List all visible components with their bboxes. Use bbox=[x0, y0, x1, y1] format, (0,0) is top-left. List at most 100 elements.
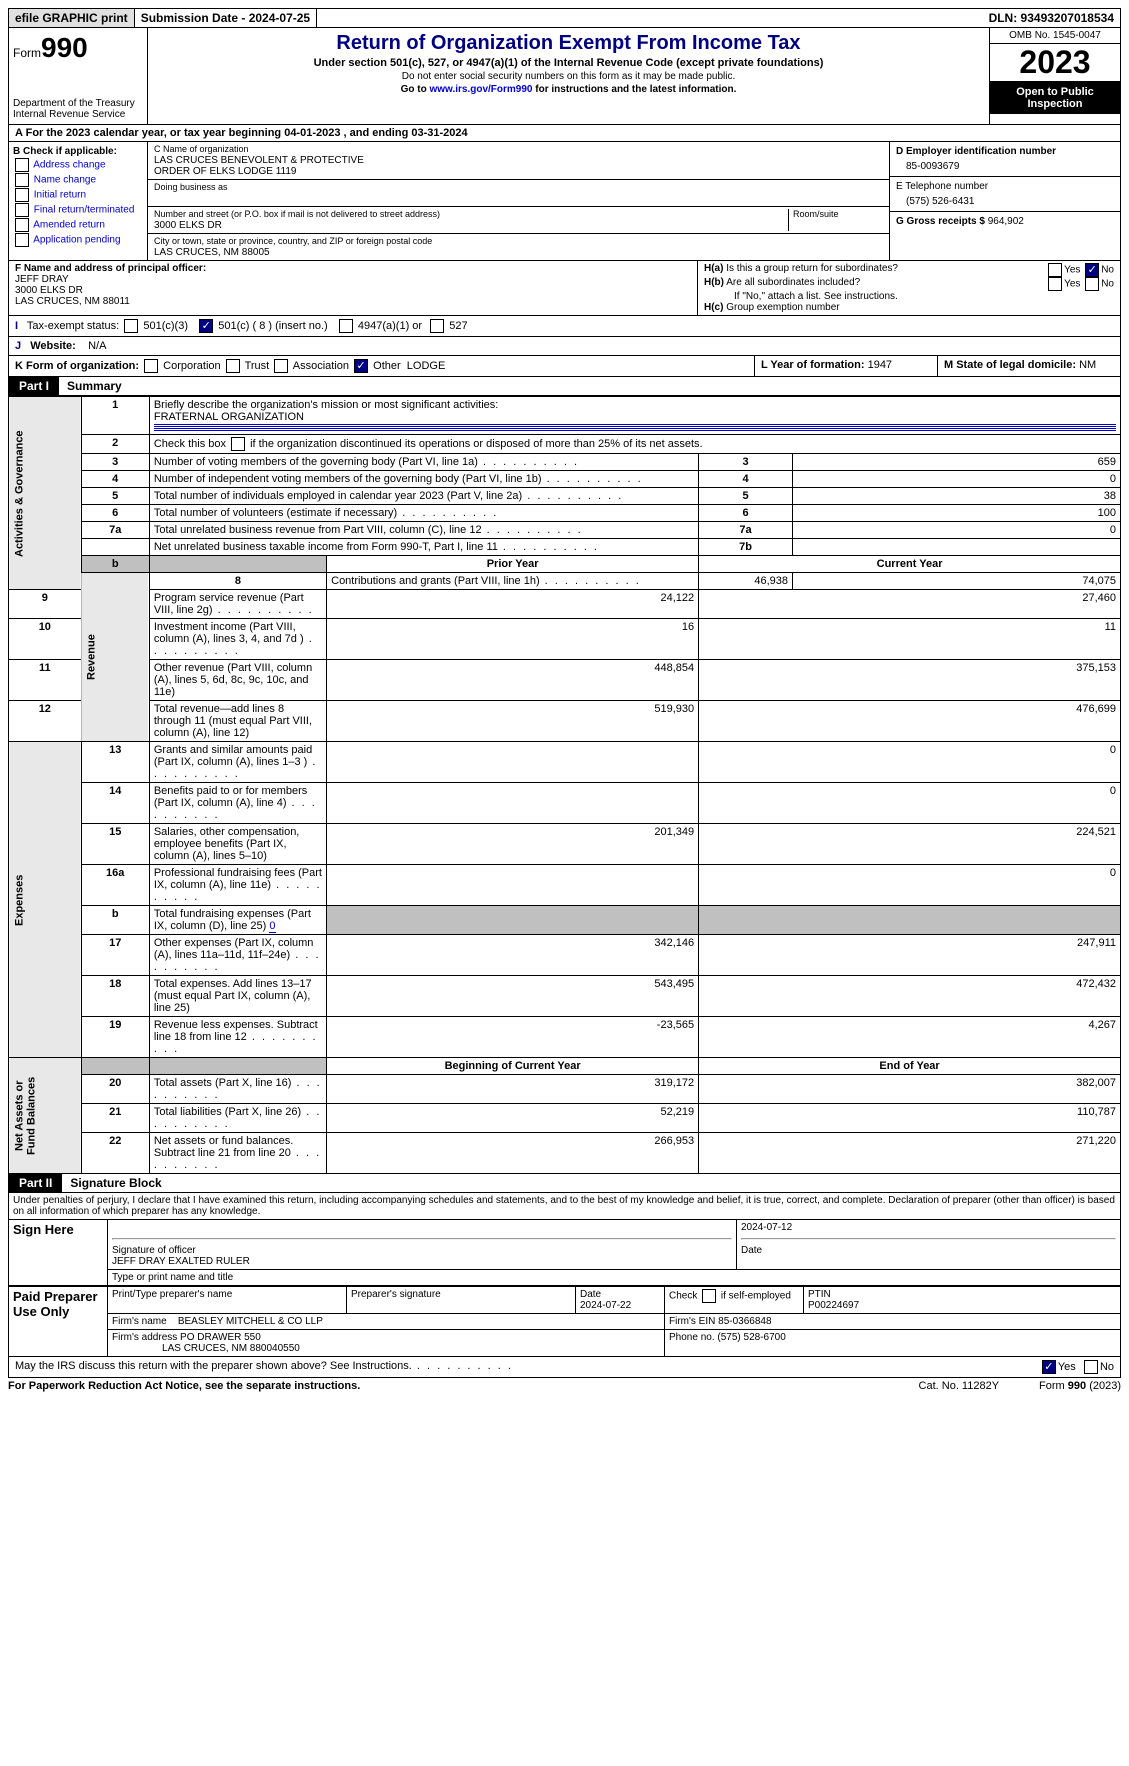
n20e: 382,007 bbox=[699, 1075, 1121, 1104]
col-current: Current Year bbox=[699, 556, 1121, 573]
chk-self-employed[interactable] bbox=[702, 1289, 716, 1303]
e15p: 201,349 bbox=[327, 824, 699, 865]
irs-link[interactable]: www.irs.gov/Form990 bbox=[429, 84, 532, 95]
part-i-header: Part I Summary bbox=[8, 377, 1121, 396]
form-number: Form990 bbox=[13, 32, 143, 64]
submission-date: Submission Date - 2024-07-25 bbox=[135, 9, 317, 27]
r10p: 16 bbox=[327, 619, 699, 660]
box-c: C Name of organizationLAS CRUCES BENEVOL… bbox=[148, 142, 889, 260]
phone: (575) 526-6431 bbox=[896, 192, 1114, 207]
chk-trust[interactable] bbox=[226, 359, 240, 373]
form-note-ssn: Do not enter social security numbers on … bbox=[152, 71, 985, 82]
n20b: 319,172 bbox=[327, 1075, 699, 1104]
dln: DLN: 93493207018534 bbox=[983, 9, 1120, 27]
e18p: 543,495 bbox=[327, 976, 699, 1017]
val-7a: 0 bbox=[792, 522, 1120, 539]
irs: Internal Revenue Service bbox=[13, 109, 143, 120]
r8c: 74,075 bbox=[792, 573, 1120, 590]
penalty-statement: Under penalties of perjury, I declare th… bbox=[8, 1193, 1121, 1219]
line2: Check this box if the organization disco… bbox=[149, 435, 1120, 454]
firm-ein: 85-0366848 bbox=[718, 1316, 771, 1327]
ein: 85-0093679 bbox=[896, 157, 1114, 172]
omb-number: OMB No. 1545-0047 bbox=[990, 28, 1120, 44]
org-street: 3000 ELKS DR bbox=[154, 220, 222, 231]
klm-row: K Form of organization: Corporation Trus… bbox=[8, 356, 1121, 377]
officer-name: JEFF DRAY bbox=[15, 274, 69, 285]
col-boy: Beginning of Current Year bbox=[327, 1058, 699, 1075]
e17p: 342,146 bbox=[327, 935, 699, 976]
chk-corp[interactable] bbox=[144, 359, 158, 373]
r12c: 476,699 bbox=[699, 701, 1121, 742]
chk-amended[interactable]: Amended return bbox=[13, 218, 143, 232]
r12p: 519,930 bbox=[327, 701, 699, 742]
hb-no[interactable] bbox=[1085, 277, 1099, 291]
dba-label: Doing business as bbox=[154, 182, 228, 192]
r11c: 375,153 bbox=[699, 660, 1121, 701]
val-7b bbox=[792, 539, 1120, 556]
chk-name-change[interactable]: Name change bbox=[13, 173, 143, 187]
firm-addr1: PO DRAWER 550 bbox=[180, 1332, 261, 1343]
officer-addr2: LAS CRUCES, NM 88011 bbox=[15, 296, 130, 307]
tax-year: 2023 bbox=[990, 44, 1120, 82]
chk-other[interactable]: ✓ bbox=[354, 359, 368, 373]
officer-addr1: 3000 ELKS DR bbox=[15, 285, 83, 296]
chk-assoc[interactable] bbox=[274, 359, 288, 373]
n21b: 52,219 bbox=[327, 1104, 699, 1133]
line16b: Total fundraising expenses (Part IX, col… bbox=[149, 906, 326, 935]
mission: FRATERNAL ORGANIZATION bbox=[154, 411, 304, 423]
form-ref: Form 990 (2023) bbox=[1039, 1380, 1121, 1392]
section-expenses: Expenses bbox=[9, 742, 82, 1058]
discuss-yes[interactable]: ✓ bbox=[1042, 1360, 1056, 1374]
e14p bbox=[327, 783, 699, 824]
chk-final-return[interactable]: Final return/terminated bbox=[13, 203, 143, 217]
sign-date: 2024-07-12 bbox=[741, 1222, 792, 1233]
chk-initial-return[interactable]: Initial return bbox=[13, 188, 143, 202]
n22e: 271,220 bbox=[699, 1133, 1121, 1174]
chk-4947[interactable] bbox=[339, 319, 353, 333]
chk-501c[interactable]: ✓ bbox=[199, 319, 213, 333]
self-employed: Check if self-employed bbox=[665, 1287, 804, 1314]
val-5: 38 bbox=[792, 488, 1120, 505]
ha-yes[interactable] bbox=[1048, 263, 1062, 277]
firm-name: BEASLEY MITCHELL & CO LLP bbox=[178, 1316, 323, 1327]
page-footer: For Paperwork Reduction Act Notice, see … bbox=[8, 1378, 1121, 1392]
e13c: 0 bbox=[699, 742, 1121, 783]
col-prior: Prior Year bbox=[327, 556, 699, 573]
hb-yes[interactable] bbox=[1048, 277, 1062, 291]
e19p: -23,565 bbox=[327, 1017, 699, 1058]
e14c: 0 bbox=[699, 783, 1121, 824]
top-bar: efile GRAPHIC print Submission Date - 20… bbox=[8, 8, 1121, 28]
firm-phone: (575) 528-6700 bbox=[717, 1332, 785, 1343]
room-suite-label: Room/suite bbox=[793, 209, 839, 219]
hc-label: Group exemption number bbox=[726, 302, 839, 313]
chk-app-pending[interactable]: Application pending bbox=[13, 233, 143, 247]
state-domicile: NM bbox=[1079, 359, 1096, 371]
entity-info-block: B Check if applicable: Address change Na… bbox=[8, 142, 1121, 261]
section-activities: Activities & Governance bbox=[9, 397, 82, 590]
e19c: 4,267 bbox=[699, 1017, 1121, 1058]
gross-receipts: 964,902 bbox=[988, 216, 1024, 227]
tax-exempt-status: I Tax-exempt status: 501(c)(3) ✓ 501(c) … bbox=[8, 316, 1121, 337]
chk-discontinued[interactable] bbox=[231, 437, 245, 451]
r8p: 46,938 bbox=[699, 573, 793, 590]
efile-print-button[interactable]: efile GRAPHIC print bbox=[9, 9, 135, 27]
col-eoy: End of Year bbox=[699, 1058, 1121, 1075]
form-note-link: Go to www.irs.gov/Form990 for instructio… bbox=[152, 84, 985, 95]
chk-527[interactable] bbox=[430, 319, 444, 333]
box-b: B Check if applicable: Address change Na… bbox=[9, 142, 148, 260]
other-val: LODGE bbox=[407, 360, 446, 372]
chk-501c3[interactable] bbox=[124, 319, 138, 333]
e15c: 224,521 bbox=[699, 824, 1121, 865]
chk-address-change[interactable]: Address change bbox=[13, 158, 143, 172]
n22b: 266,953 bbox=[327, 1133, 699, 1174]
sign-here-block: Sign Here Signature of officerJEFF DRAY … bbox=[8, 1219, 1121, 1286]
tax-period: A For the 2023 calendar year, or tax yea… bbox=[8, 125, 1121, 142]
discuss-no[interactable] bbox=[1084, 1360, 1098, 1374]
val-3: 659 bbox=[792, 454, 1120, 471]
e18c: 472,432 bbox=[699, 976, 1121, 1017]
ha-no[interactable]: ✓ bbox=[1085, 263, 1099, 277]
website-value: N/A bbox=[88, 340, 106, 352]
val-4: 0 bbox=[792, 471, 1120, 488]
officer-sig-name: JEFF DRAY EXALTED RULER bbox=[112, 1256, 250, 1267]
dept-treasury: Department of the Treasury bbox=[13, 98, 143, 109]
